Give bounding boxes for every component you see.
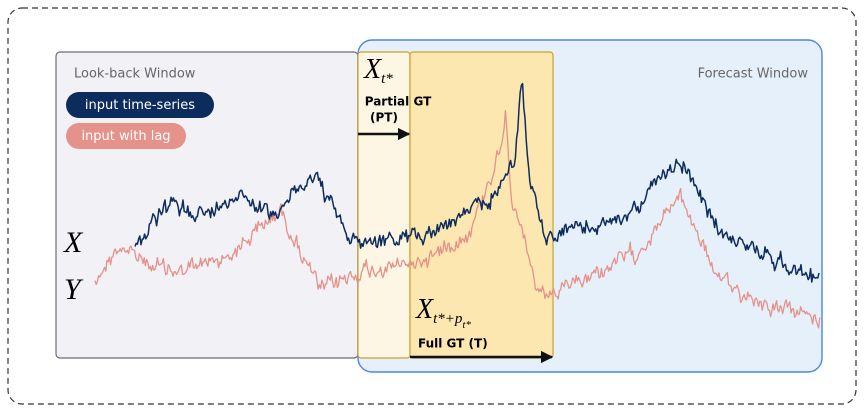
full-label: Full GT (T) <box>418 337 488 351</box>
legend-label: input time-series <box>85 98 195 113</box>
symbol-base: X <box>363 54 382 85</box>
symbol-subsub: t* <box>462 319 471 331</box>
symbol-base: X <box>415 294 434 325</box>
series-line <box>94 109 821 329</box>
lookback-label: Look-back Window <box>74 67 196 82</box>
partial-abbr: (PT) <box>370 111 398 125</box>
series-layer <box>94 82 821 329</box>
outer-frame <box>7 7 857 405</box>
legend-pill <box>66 92 214 118</box>
symbol-sub: t*+p <box>433 311 463 327</box>
symbol-sub: t* <box>381 71 393 87</box>
y-label: Y <box>64 273 84 306</box>
forecast-label: Forecast Window <box>698 67 809 82</box>
partial-label: Partial GT <box>365 95 432 109</box>
legend-label: input with lag <box>81 129 170 144</box>
x-label: X <box>63 226 84 259</box>
series-line <box>134 82 820 283</box>
legend-pill <box>66 123 186 149</box>
partial-symbol: Xt* <box>363 54 393 87</box>
full-symbol: Xt*+pt* <box>415 294 471 330</box>
